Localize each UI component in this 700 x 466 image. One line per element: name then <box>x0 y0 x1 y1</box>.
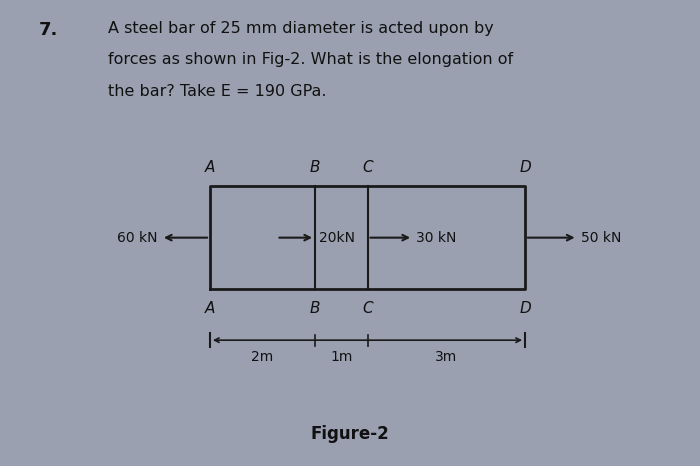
Text: 3m: 3m <box>435 350 457 364</box>
Text: A: A <box>205 160 215 175</box>
Text: A: A <box>205 301 215 315</box>
Text: 20kN: 20kN <box>318 231 354 245</box>
Text: the bar? Take E = 190 GPa.: the bar? Take E = 190 GPa. <box>108 84 327 99</box>
Text: C: C <box>362 160 373 175</box>
Text: 60 kN: 60 kN <box>117 231 158 245</box>
Text: C: C <box>362 301 373 315</box>
Text: 2m: 2m <box>251 350 274 364</box>
Text: 50 kN: 50 kN <box>581 231 622 245</box>
Text: Figure-2: Figure-2 <box>311 425 389 443</box>
Text: D: D <box>519 160 531 175</box>
Text: forces as shown in Fig-2. What is the elongation of: forces as shown in Fig-2. What is the el… <box>108 52 514 67</box>
Text: B: B <box>309 160 320 175</box>
Text: 30 kN: 30 kN <box>416 231 457 245</box>
Text: 1m: 1m <box>330 350 352 364</box>
Text: B: B <box>309 301 320 315</box>
Text: D: D <box>519 301 531 315</box>
Text: A steel bar of 25 mm diameter is acted upon by: A steel bar of 25 mm diameter is acted u… <box>108 21 494 36</box>
Text: 7.: 7. <box>38 21 58 39</box>
